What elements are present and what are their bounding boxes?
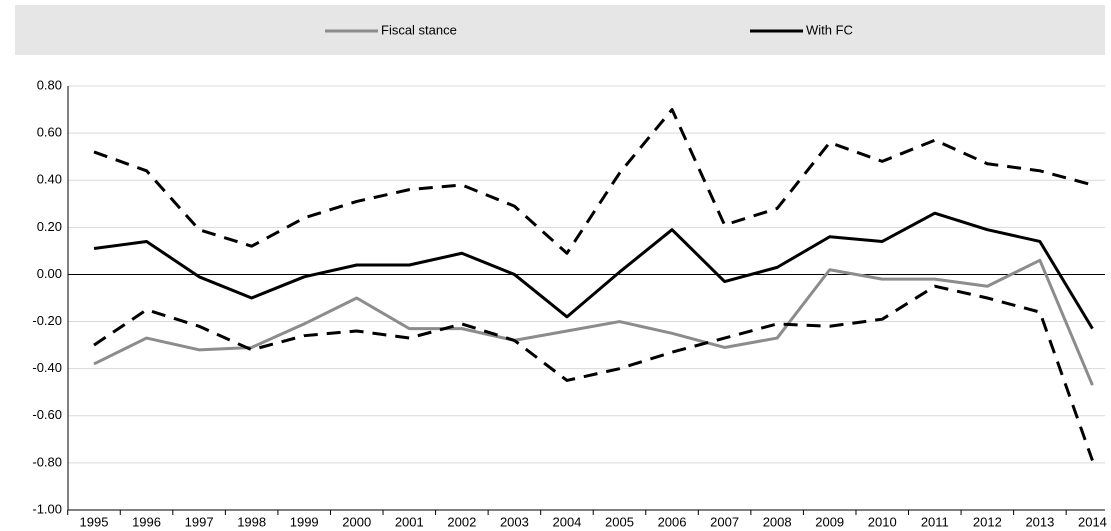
y-tick-label: -0.40 [32,360,62,375]
x-tick-label: 2013 [1025,514,1054,529]
x-tick-label: 2004 [552,514,581,529]
legend-label: With FC [806,22,853,37]
legend-label: Fiscal stance [381,22,457,37]
x-tick-label: 2011 [921,514,949,529]
x-tick-label: 2007 [710,514,739,529]
x-tick-label: 2005 [605,514,634,529]
y-tick-label: 0.40 [37,172,62,187]
y-tick-label: -0.60 [32,407,62,422]
x-tick-label: 2009 [815,514,844,529]
y-tick-label: 0.00 [37,266,62,281]
x-tick-label: 2006 [658,514,687,529]
x-tick-label: 2001 [395,514,424,529]
x-tick-label: 2010 [868,514,897,529]
y-tick-label: 0.60 [37,125,62,140]
x-tick-label: 2008 [763,514,792,529]
x-tick-label: 1998 [237,514,266,529]
x-tick-label: 1999 [290,514,319,529]
legend-box [15,5,1105,55]
x-tick-label: 2003 [500,514,529,529]
x-tick-label: 1996 [132,514,161,529]
series-line [93,211,1094,330]
y-tick-label: -1.00 [32,501,62,516]
x-tick-label: 2002 [447,514,476,529]
y-tick-label: 0.20 [37,219,62,234]
series-line [93,108,1093,255]
x-tick-label: 2012 [973,514,1002,529]
y-tick-label: 0.80 [37,77,62,92]
y-tick-label: -0.20 [32,313,62,328]
x-tick-label: 1997 [185,514,214,529]
x-tick-label: 1995 [80,514,109,529]
series-line [93,284,1094,462]
x-tick-label: 2000 [342,514,371,529]
series-line [93,258,1094,386]
x-tick-label: 2014 [1078,514,1107,529]
y-tick-label: -0.80 [32,454,62,469]
